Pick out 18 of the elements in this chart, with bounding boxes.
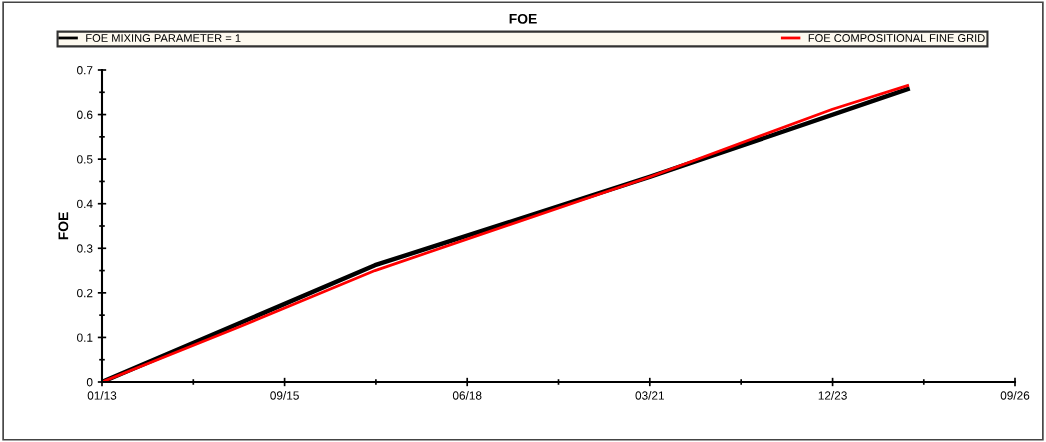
y-tick-label: 0.1 [77,333,93,342]
y-tick-label: 0.7 [77,66,93,75]
y-tick-label: 0.3 [77,244,93,253]
legend-label: FOE COMPOSITIONAL FINE GRID [808,34,985,42]
y-tick-label: 0.2 [77,288,93,298]
legend-label: FOE MIXING PARAMETER = 1 [86,34,241,42]
y-tick-label: 0.4 [77,199,93,209]
x-tick-label: 09/15 [270,391,299,400]
x-tick-label: 03/21 [635,391,664,400]
y-tick-label: 0.5 [77,155,93,164]
x-tick-label: 12/23 [818,391,847,400]
x-tick-label: 06/18 [452,391,482,400]
x-tick-label: 09/26 [1000,391,1030,400]
y-axis-title: FOE [58,212,69,240]
chart-title: FOE [509,13,537,24]
x-tick-label: 01/13 [87,391,117,400]
y-tick-label: 0.6 [77,110,93,119]
y-tick-label: 0 [86,378,93,387]
